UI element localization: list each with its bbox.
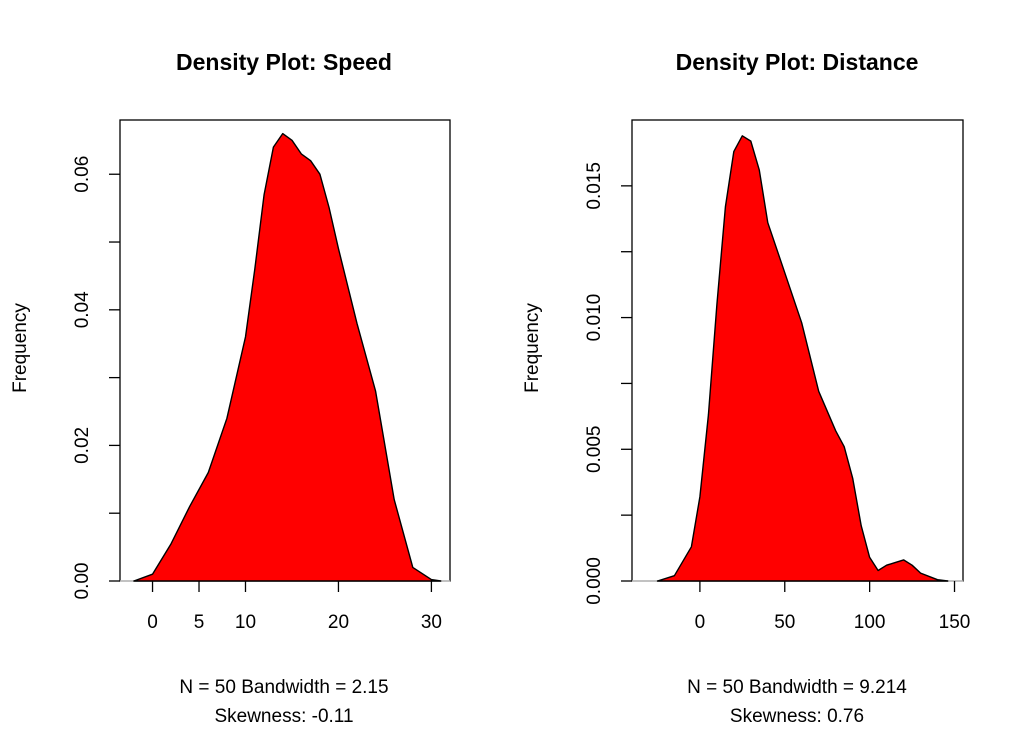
speed-density-panel: Density Plot: Speed Frequency N = 50 Ban… <box>10 49 451 727</box>
x-tick-label: 0 <box>695 612 706 633</box>
speed-subtitle-n-bandwidth: N = 50 Bandwidth = 2.15 <box>179 677 388 698</box>
density-area <box>656 135 949 582</box>
x-tick-label: 150 <box>939 612 971 633</box>
y-tick-label: 0.00 <box>72 563 93 600</box>
density-area <box>133 132 442 582</box>
x-tick-label: 10 <box>235 612 256 633</box>
x-tick-label: 30 <box>421 612 442 633</box>
x-tick-label: 5 <box>194 612 205 633</box>
x-tick-label: 100 <box>854 612 886 633</box>
y-tick-label: 0.010 <box>584 294 605 342</box>
x-tick-label: 0 <box>147 612 158 633</box>
speed-plot-area: 0 5 10 20 30 0.00 0.02 0.04 0.06 <box>72 119 451 633</box>
speed-subtitle-skewness: Skewness: -0.11 <box>214 706 353 727</box>
distance-density-panel: Density Plot: Distance Frequency N = 50 … <box>522 49 970 727</box>
distance-subtitle-n-bandwidth: N = 50 Bandwidth = 9.214 <box>687 677 907 698</box>
x-tick-label: 20 <box>328 612 349 633</box>
speed-chart-title: Density Plot: Speed <box>176 49 392 75</box>
distance-subtitle-skewness: Skewness: 0.76 <box>730 706 864 727</box>
x-tick-label: 50 <box>774 612 795 633</box>
distance-chart-title: Density Plot: Distance <box>676 49 919 75</box>
y-tick-label: 0.06 <box>72 156 93 193</box>
distance-plot-area: 0 50 100 150 0.000 0.005 0.010 0.015 <box>584 119 971 633</box>
distance-y-axis-label: Frequency <box>522 303 543 393</box>
y-tick-label: 0.005 <box>584 426 605 474</box>
y-tick-label: 0.000 <box>584 557 605 605</box>
y-tick-label: 0.015 <box>584 162 605 210</box>
y-tick-label: 0.04 <box>72 291 93 328</box>
y-tick-label: 0.02 <box>72 427 93 464</box>
speed-y-axis-label: Frequency <box>10 303 31 393</box>
